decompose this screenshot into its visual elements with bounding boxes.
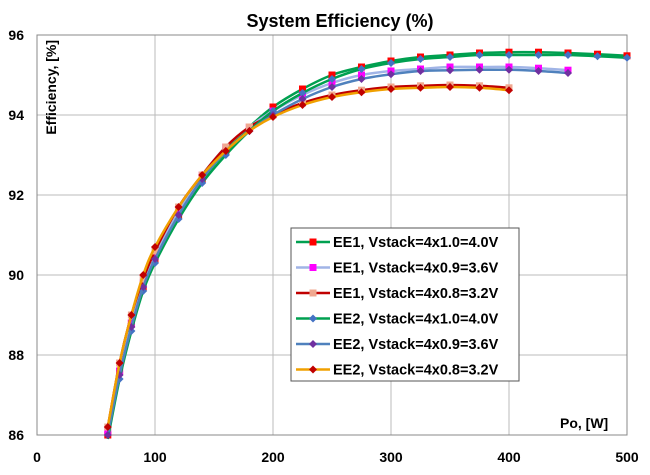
- data-point: [387, 59, 395, 67]
- data-point: [245, 127, 254, 135]
- series-6: [103, 83, 513, 431]
- y-tick-label: 92: [8, 187, 24, 203]
- legend-label: EE2, Vstack=4x0.8=3.2V: [333, 363, 499, 379]
- data-point: [174, 203, 183, 211]
- x-tick-label: 500: [615, 449, 639, 465]
- legend-item: EE2, Vstack=4x1.0=4.0V: [296, 312, 499, 328]
- data-point: [505, 86, 513, 95]
- data-point: [357, 75, 366, 83]
- data-point: [269, 113, 277, 121]
- data-point: [416, 67, 425, 75]
- data-point: [623, 53, 631, 62]
- legend-label: EE1, Vstack=4x0.8=3.2V: [333, 286, 499, 302]
- legend-item: EE2, Vstack=4x0.8=3.2V: [296, 363, 499, 379]
- series-line: [106, 53, 628, 440]
- data-point: [298, 95, 307, 103]
- y-tick-label: 88: [8, 347, 24, 363]
- legend-marker: [309, 314, 317, 323]
- data-point: [115, 359, 124, 367]
- y-tick-label: 86: [8, 427, 24, 443]
- data-point: [103, 423, 112, 431]
- data-point: [357, 88, 366, 97]
- data-point: [475, 83, 484, 92]
- x-tick-label: 200: [261, 449, 285, 465]
- data-point: [127, 323, 136, 331]
- data-point: [221, 147, 230, 155]
- data-point: [151, 255, 159, 263]
- tick-labels: 0 100 200 300 400 500 86 88 90 92 94 96: [8, 27, 638, 465]
- data-point: [298, 101, 307, 109]
- legend-label: EE2, Vstack=4x0.9=3.6V: [333, 337, 499, 353]
- legend: EE1, Vstack=4x1.0=4.0V EE1, Vstack=4x0.9=…: [290, 227, 520, 382]
- data-point: [387, 70, 395, 79]
- data-point: [174, 211, 183, 219]
- data-point: [534, 51, 543, 59]
- x-axis-label: Po, [W]: [560, 415, 608, 431]
- data-point: [328, 93, 336, 101]
- data-point: [416, 83, 425, 92]
- y-tick-label: 96: [8, 27, 24, 43]
- legend-item: EE2, Vstack=4x0.9=3.6V: [296, 337, 499, 353]
- legend-label: EE1, Vstack=4x0.9=3.6V: [333, 261, 499, 277]
- x-tick-label: 400: [497, 449, 521, 465]
- chart-title: System Efficiency (%): [246, 11, 433, 31]
- data-point: [593, 52, 602, 61]
- legend-marker: [309, 238, 317, 246]
- data-point: [446, 83, 454, 91]
- y-tick-label: 90: [8, 267, 24, 283]
- x-tick-label: 0: [33, 449, 41, 465]
- data-point: [475, 51, 484, 59]
- data-point: [198, 171, 207, 179]
- data-point: [139, 271, 148, 279]
- legend-item: EE1, Vstack=4x0.8=3.2V: [296, 286, 499, 302]
- legend-marker: [309, 340, 317, 348]
- data-point: [564, 51, 572, 59]
- data-point: [103, 431, 112, 439]
- plot-area: [36, 34, 628, 436]
- data-point: [446, 66, 454, 75]
- legend-label: EE2, Vstack=4x1.0=4.0V: [333, 312, 499, 328]
- data-point: [151, 243, 159, 251]
- data-point: [564, 69, 572, 77]
- x-tick-label: 100: [143, 449, 167, 465]
- data-point: [328, 83, 336, 91]
- series-group: [103, 48, 631, 440]
- data-point: [387, 85, 395, 93]
- data-point: [446, 53, 454, 61]
- data-point: [534, 67, 543, 75]
- legend-marker: [309, 264, 317, 271]
- data-point: [357, 65, 366, 73]
- data-point: [328, 75, 336, 83]
- data-point: [416, 55, 425, 63]
- legend-marker: [309, 365, 317, 374]
- data-point: [505, 65, 513, 74]
- legend-marker: [309, 289, 317, 297]
- legend-box: [290, 227, 520, 382]
- legend-item: EE1, Vstack=4x0.9=3.6V: [296, 261, 499, 277]
- data-point: [127, 311, 136, 319]
- legend-item: EE1, Vstack=4x1.0=4.0V: [296, 235, 499, 251]
- legend-label: EE1, Vstack=4x1.0=4.0V: [333, 235, 499, 251]
- data-point: [475, 65, 484, 74]
- x-tick-label: 300: [379, 449, 403, 465]
- y-axis-label: Efficiency, [%]: [43, 40, 59, 135]
- y-tick-label: 94: [8, 107, 24, 123]
- data-point: [505, 51, 513, 59]
- data-point: [298, 89, 307, 97]
